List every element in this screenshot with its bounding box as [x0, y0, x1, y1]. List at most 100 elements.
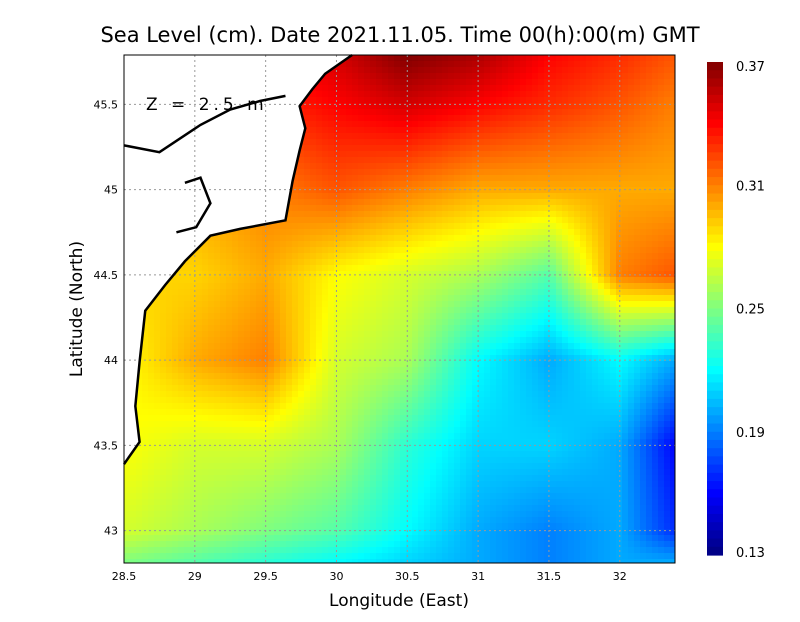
heat-cell: [394, 343, 401, 350]
heat-cell: [598, 241, 605, 248]
heat-cell: [460, 265, 467, 272]
heat-cell: [262, 241, 269, 248]
heat-cell: [520, 337, 527, 344]
heat-cell: [598, 85, 605, 92]
heat-cell: [340, 205, 347, 212]
heat-cell: [556, 85, 563, 92]
heat-cell: [406, 271, 413, 278]
heat-cell: [592, 325, 599, 332]
heat-cell: [292, 301, 299, 308]
heat-cell: [556, 367, 563, 374]
heat-cell: [406, 121, 413, 128]
heat-cell: [388, 253, 395, 260]
heat-cell: [190, 307, 197, 314]
heat-cell: [472, 349, 479, 356]
heat-cell: [334, 67, 341, 74]
heat-cell: [364, 295, 371, 302]
heat-cell: [400, 283, 407, 290]
heat-cell: [430, 139, 437, 146]
heat-cell: [394, 103, 401, 110]
heat-cell: [508, 169, 515, 176]
heat-cell: [460, 127, 467, 134]
heat-cell: [616, 301, 623, 308]
heat-cell: [556, 73, 563, 80]
heat-cell: [430, 79, 437, 86]
heat-cell: [226, 265, 233, 272]
heat-cell: [364, 193, 371, 200]
heat-cell: [538, 85, 545, 92]
heat-cell: [418, 241, 425, 248]
heat-cell: [334, 229, 341, 236]
heat-cell: [586, 73, 593, 80]
heat-cell: [346, 199, 353, 206]
heat-cell: [574, 319, 581, 326]
heat-cell: [148, 379, 155, 386]
heat-cell: [502, 133, 509, 140]
heat-cell: [364, 361, 371, 368]
heat-cell: [208, 361, 215, 368]
heat-cell: [616, 79, 623, 86]
heat-cell: [316, 145, 323, 152]
heat-cell: [628, 355, 635, 362]
heat-cell: [550, 121, 557, 128]
heat-cell: [562, 157, 569, 164]
heat-cell: [418, 163, 425, 170]
heat-cell: [364, 235, 371, 242]
heat-cell: [352, 277, 359, 284]
heat-cell: [454, 259, 461, 266]
heat-cell: [574, 61, 581, 68]
heat-cell: [502, 109, 509, 116]
heat-cell: [286, 283, 293, 290]
heat-cell: [292, 211, 299, 218]
heat-cell: [316, 289, 323, 296]
heat-cell: [394, 145, 401, 152]
heat-cell: [634, 157, 641, 164]
heat-cell: [592, 295, 599, 302]
heat-cell: [334, 271, 341, 278]
heat-cell: [652, 247, 659, 254]
heat-cell: [574, 85, 581, 92]
heat-cell: [382, 289, 389, 296]
heat-cell: [346, 97, 353, 104]
heat-cell: [268, 361, 275, 368]
heat-cell: [484, 103, 491, 110]
heat-cell: [322, 337, 329, 344]
heat-cell: [394, 325, 401, 332]
heat-cell: [610, 181, 617, 188]
heat-cell: [346, 313, 353, 320]
heat-cell: [412, 337, 419, 344]
heat-cell: [664, 115, 671, 122]
heat-cell: [292, 373, 299, 380]
heat-cell: [598, 271, 605, 278]
heat-cell: [598, 193, 605, 200]
heat-cell: [532, 85, 539, 92]
heat-cell: [208, 271, 215, 278]
heat-cell: [184, 271, 191, 278]
heat-cell: [610, 235, 617, 242]
heat-cell: [538, 241, 545, 248]
heat-cell: [400, 313, 407, 320]
heat-cell: [610, 61, 617, 68]
heat-cell: [466, 121, 473, 128]
heat-cell: [568, 175, 575, 182]
heat-cell: [352, 229, 359, 236]
heat-cell: [568, 307, 575, 314]
heat-cell: [424, 349, 431, 356]
heat-cell: [394, 331, 401, 338]
heat-cell: [598, 217, 605, 224]
heat-cell: [322, 241, 329, 248]
heat-cell: [538, 55, 545, 62]
heat-cell: [214, 253, 221, 260]
heat-cell: [484, 211, 491, 218]
heat-cell: [520, 211, 527, 218]
heat-cell: [646, 277, 653, 284]
heat-cell: [184, 259, 191, 266]
heat-cell: [454, 367, 461, 374]
heat-cell: [580, 115, 587, 122]
heat-cell: [550, 205, 557, 212]
heat-cell: [274, 307, 281, 314]
heat-cell: [358, 73, 365, 80]
heat-cell: [424, 67, 431, 74]
heat-cell: [634, 163, 641, 170]
heat-cell: [592, 73, 599, 80]
